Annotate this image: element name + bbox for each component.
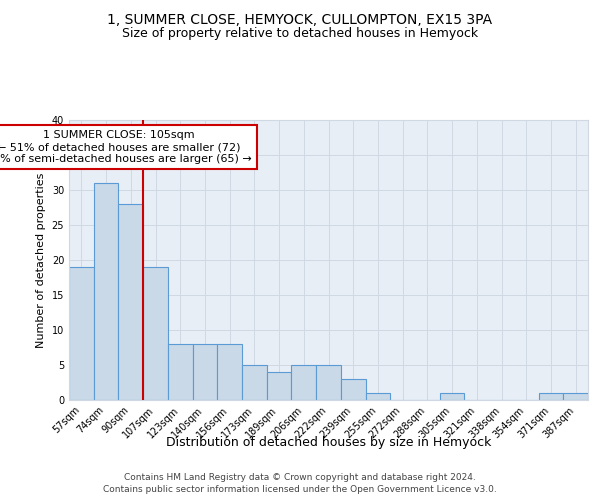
Bar <box>539 393 563 400</box>
Bar <box>118 204 143 400</box>
Text: 1 SUMMER CLOSE: 105sqm
← 51% of detached houses are smaller (72)
46% of semi-det: 1 SUMMER CLOSE: 105sqm ← 51% of detached… <box>0 130 251 164</box>
Bar <box>341 379 365 400</box>
Text: Distribution of detached houses by size in Hemyock: Distribution of detached houses by size … <box>166 436 491 449</box>
Bar <box>292 365 316 400</box>
Bar <box>217 344 242 400</box>
Text: Contains HM Land Registry data © Crown copyright and database right 2024.: Contains HM Land Registry data © Crown c… <box>124 473 476 482</box>
Bar <box>69 267 94 400</box>
Bar <box>143 267 168 400</box>
Bar <box>242 365 267 400</box>
Bar <box>563 393 588 400</box>
Y-axis label: Number of detached properties: Number of detached properties <box>36 172 46 348</box>
Text: Contains public sector information licensed under the Open Government Licence v3: Contains public sector information licen… <box>103 486 497 494</box>
Bar <box>267 372 292 400</box>
Text: Size of property relative to detached houses in Hemyock: Size of property relative to detached ho… <box>122 28 478 40</box>
Bar <box>365 393 390 400</box>
Text: 1, SUMMER CLOSE, HEMYOCK, CULLOMPTON, EX15 3PA: 1, SUMMER CLOSE, HEMYOCK, CULLOMPTON, EX… <box>107 12 493 26</box>
Bar <box>316 365 341 400</box>
Bar <box>193 344 217 400</box>
Bar <box>168 344 193 400</box>
Bar <box>440 393 464 400</box>
Bar <box>94 183 118 400</box>
